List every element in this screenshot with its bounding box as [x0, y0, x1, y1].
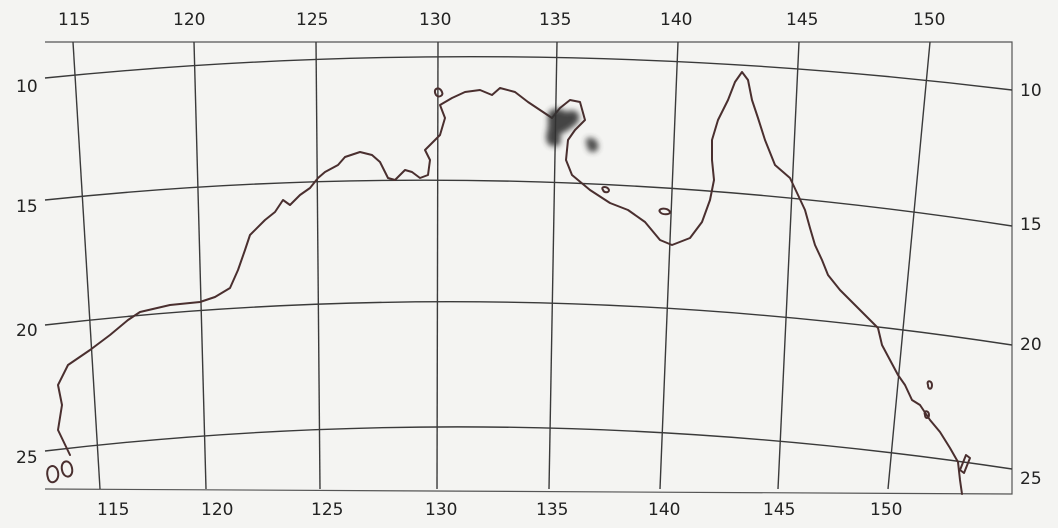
top-label-125: 125: [296, 10, 328, 30]
right-label-20: 20: [1020, 335, 1042, 355]
longitude-line-115: [72, 41, 101, 490]
right-label-15: 15: [1020, 215, 1042, 235]
right-label-10: 10: [1020, 81, 1042, 101]
island-east-1: [926, 380, 933, 390]
island-gulf-1: [601, 186, 610, 194]
longitude-line-120: [193, 41, 207, 490]
longitude-line-130: [436, 41, 439, 490]
longitude-line-145: [777, 41, 800, 490]
left-label-15: 15: [16, 197, 38, 217]
top-label-140: 140: [660, 10, 692, 30]
latitude-line-25: [44, 426, 1013, 470]
coastline-main: [57, 71, 963, 495]
island-fraser: [959, 454, 971, 474]
left-label-20: 20: [16, 321, 38, 341]
left-label-10: 10: [16, 77, 38, 97]
bottom-label-150: 150: [870, 500, 902, 520]
longitude-line-125: [315, 41, 321, 490]
latitude-line-20: [44, 301, 1013, 346]
island-southwest-1: [46, 465, 60, 484]
highlight-blob-secondary: [585, 137, 599, 152]
bottom-label-145: 145: [763, 500, 795, 520]
longitude-labels-bottom: 115 120 125 130 135 140 145 150: [97, 500, 902, 520]
top-label-115: 115: [58, 10, 90, 30]
longitude-line-140: [659, 41, 679, 490]
coastline: [46, 71, 971, 495]
left-label-25: 25: [16, 448, 38, 468]
right-label-25: 25: [1020, 469, 1042, 489]
bottom-label-140: 140: [648, 500, 680, 520]
latitude-labels-right: 10 15 20 25: [1020, 81, 1042, 489]
latitude-line-10: [44, 55, 1013, 91]
bottom-label-130: 130: [425, 500, 457, 520]
longitude-grid: [72, 41, 931, 490]
latitude-line-15: [44, 179, 1013, 227]
island-northwest: [433, 87, 444, 98]
island-gulf-2: [658, 207, 671, 216]
map-frame: [44, 41, 1013, 495]
bottom-label-125: 125: [311, 500, 343, 520]
bottom-label-120: 120: [201, 500, 233, 520]
highlight-blob-main: [546, 108, 580, 147]
island-east-2: [923, 410, 930, 419]
top-label-135: 135: [539, 10, 571, 30]
top-label-120: 120: [173, 10, 205, 30]
top-label-145: 145: [786, 10, 818, 30]
highlighted-area: [546, 108, 599, 152]
island-southwest-2: [60, 460, 74, 478]
longitude-line-150: [887, 41, 931, 490]
latitude-labels-left: 10 15 20 25: [16, 77, 38, 468]
top-label-130: 130: [419, 10, 451, 30]
bottom-label-135: 135: [536, 500, 568, 520]
top-label-150: 150: [913, 10, 945, 30]
bottom-label-115: 115: [97, 500, 129, 520]
longitude-labels-top: 115 120 125 130 135 140 145 150: [58, 10, 945, 30]
latitude-grid: [44, 55, 1013, 470]
